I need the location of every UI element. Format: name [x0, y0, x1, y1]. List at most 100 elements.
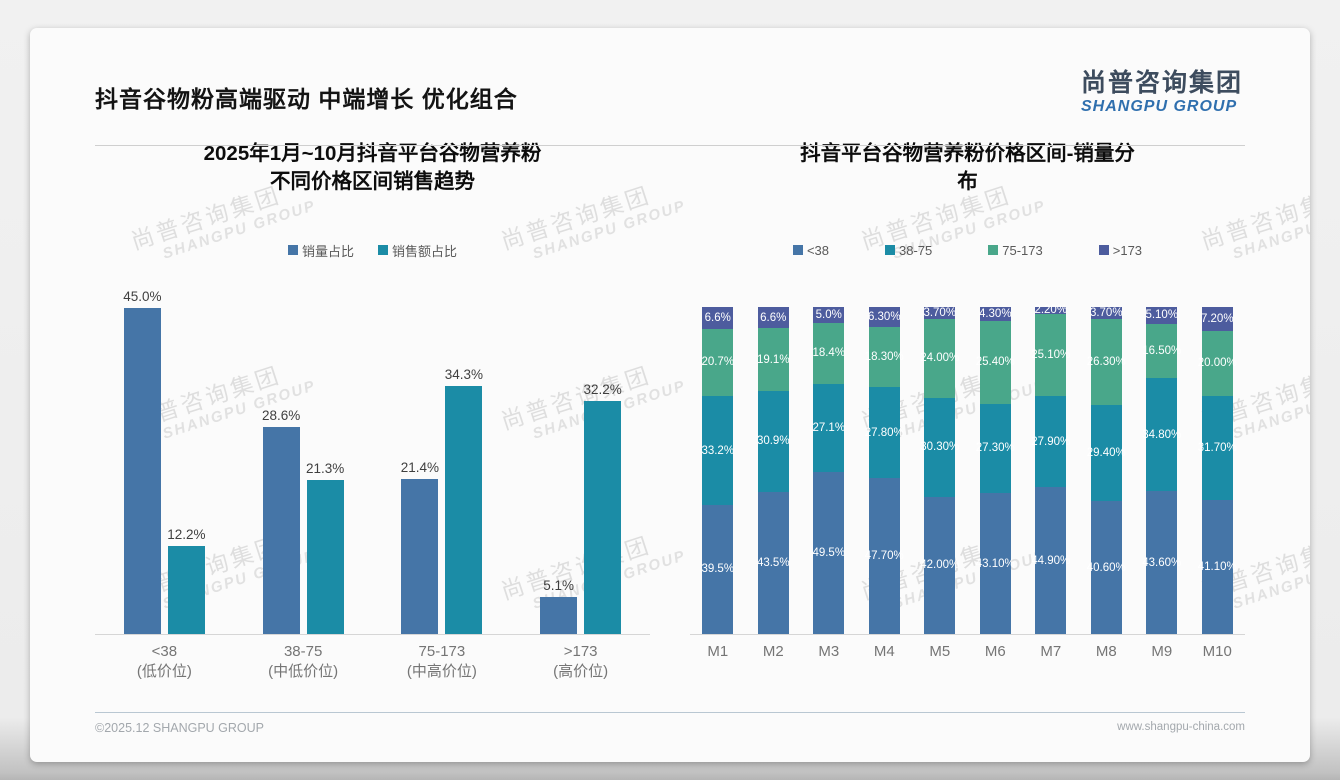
segment-value-label: 30.30%: [920, 441, 960, 454]
legend-label: 75-173: [1002, 242, 1043, 258]
bar-segment: 41.10%: [1198, 499, 1237, 634]
bar-segment: 33.2%: [701, 396, 735, 505]
stacked-bar-column: 39.5% 33.2% 20.7% 6.6%: [690, 306, 746, 634]
segment-value-label: 33.2%: [701, 444, 735, 457]
stacked-bar-column: 47.70% 27.80% 18.30% 6.30%: [857, 306, 913, 634]
right-chart-bars: 39.5% 33.2% 20.7% 6.6% 43.5% 30.9% 19.1% 6.6% 49…: [690, 304, 1245, 634]
bar-with-label: 21.3%: [305, 460, 345, 634]
bar-value-label: 21.3%: [305, 460, 345, 476]
right-chart-title-line1: 抖音平台谷物营养粉价格区间-销量分: [800, 142, 1135, 165]
bar-segment: 47.70%: [865, 478, 904, 634]
category-label: 75-173 (中高价位): [373, 642, 512, 683]
category-label: <38 (低价位): [95, 642, 234, 683]
header: 抖音谷物粉高端驱动 中端增长 优化组合 尚普咨询集团 SHANGPU GROUP: [95, 68, 1245, 146]
segment-value-label: 25.10%: [1031, 348, 1071, 361]
bar-segment: 18.4%: [812, 323, 846, 384]
bar-segment: 2.20%: [1034, 304, 1067, 316]
left-chart-category-axis: <38 (低价位) 38-75 (中低价位) 75-173 (中高价位) >173 (高价位): [95, 642, 650, 683]
segment-value-label: 43.60%: [1142, 556, 1182, 569]
bar: [401, 479, 439, 634]
month-label: M4: [873, 643, 895, 660]
bar-segment: 29.40%: [1087, 405, 1126, 502]
legend-item: 销售额占比: [378, 241, 457, 260]
stacked-bar: 41.10% 31.70% 20.00% 7.20%: [1198, 307, 1237, 634]
bar-with-label: 12.2%: [167, 526, 206, 634]
segment-value-label: 5.0%: [815, 309, 842, 322]
company-logo: 尚普咨询集团 SHANGPU GROUP: [1080, 69, 1243, 116]
bar-segment: 25.10%: [1031, 313, 1070, 397]
segment-value-label: 5.10%: [1145, 309, 1179, 322]
stacked-bar: 43.5% 30.9% 19.1% 6.6%: [756, 306, 790, 634]
segment-value-label: 43.10%: [975, 557, 1015, 570]
stacked-bar: 49.5% 27.1% 18.4% 5.0%: [812, 306, 846, 634]
left-chart-legend: 销量占比 销售额占比: [95, 241, 650, 260]
segment-value-label: 43.5%: [756, 556, 790, 569]
segment-value-label: 39.5%: [701, 563, 735, 576]
left-chart-panel: 2025年1月~10月抖音平台谷物营养粉 不同价格区间销售趋势 销量占比 销售额占…: [95, 140, 650, 683]
segment-value-label: 27.80%: [864, 426, 904, 439]
bar: [123, 308, 161, 634]
segment-value-label: 30.9%: [756, 435, 790, 448]
bar-segment: 27.30%: [976, 403, 1015, 494]
bar-segment: 27.80%: [865, 387, 904, 478]
bar-segment: 31.70%: [1198, 395, 1237, 500]
category-label-tier: (低价位): [136, 663, 192, 681]
logo-chinese-text: 尚普咨询集团: [1080, 69, 1243, 97]
stacked-bar: 40.60% 29.40% 26.30% 3.70%: [1087, 307, 1126, 634]
bar: [262, 426, 300, 634]
bar-segment: 6.6%: [757, 306, 789, 329]
legend-item: 销量占比: [287, 241, 354, 260]
stacked-bar-column: 40.60% 29.40% 26.30% 3.70%: [1079, 307, 1135, 634]
bar-segment: 5.10%: [1145, 306, 1179, 324]
right-chart-legend: <38 38-75 75-173 >173: [690, 242, 1245, 258]
bar-group: 5.1% 32.2%: [511, 382, 650, 634]
stacked-bar-column: 43.5% 30.9% 19.1% 6.6%: [746, 306, 802, 634]
bar-with-label: 45.0%: [123, 289, 162, 634]
right-chart-title-line2: 布: [957, 170, 978, 194]
segment-value-label: 44.90%: [1031, 554, 1071, 567]
category-label: >173 (高价位): [511, 642, 650, 683]
month-label: M10: [1202, 643, 1232, 660]
bar-segment: 39.5%: [701, 504, 735, 634]
bar-value-label: 45.0%: [123, 289, 162, 304]
bar-segment: 42.00%: [920, 496, 959, 634]
bar-segment: 6.6%: [702, 306, 734, 329]
segment-value-label: 18.30%: [864, 351, 904, 364]
legend-item: 75-173: [988, 242, 1043, 258]
right-chart-category-axis: M1 M2 M3 M4 M5 M6 M7 M8 M9 M10: [690, 643, 1245, 660]
category-label-range: 38-75: [283, 643, 323, 660]
segment-value-label: 20.7%: [701, 356, 735, 369]
segment-value-label: 3.70%: [923, 307, 957, 320]
category-label-tier: (高价位): [553, 663, 609, 681]
segment-value-label: 16.50%: [1142, 344, 1182, 357]
legend-swatch: [988, 245, 999, 255]
bar-segment: 19.1%: [757, 328, 790, 391]
category-label-tier: (中高价位): [406, 663, 477, 681]
legend-label: 38-75: [899, 242, 933, 258]
segment-value-label: 6.30%: [867, 311, 901, 324]
legend-label: 销量占比: [301, 243, 354, 259]
bar-value-label: 32.2%: [583, 381, 622, 397]
bar-segment: 3.70%: [1090, 307, 1123, 320]
segment-value-label: 34.80%: [1142, 428, 1182, 441]
left-chart-title-line2: 不同价格区间销售趋势: [270, 170, 475, 194]
bar-group: 28.6% 21.3%: [234, 408, 373, 634]
charts-row: 2025年1月~10月抖音平台谷物营养粉 不同价格区间销售趋势 销量占比 销售额占…: [95, 140, 1245, 683]
stacked-bar: 47.70% 27.80% 18.30% 6.30%: [865, 306, 904, 634]
right-chart-panel: 抖音平台谷物营养粉价格区间-销量分 布 <38 38-75 75-173 >173 3…: [690, 140, 1245, 683]
month-label: M7: [1040, 643, 1062, 660]
bar-segment: 5.0%: [813, 306, 845, 324]
bar-value-label: 12.2%: [167, 526, 206, 542]
logo-english-text: SHANGPU GROUP: [1080, 97, 1238, 115]
bar-segment: 43.10%: [976, 493, 1015, 634]
bar-segment: 20.00%: [1198, 330, 1237, 396]
segment-value-label: 27.90%: [1031, 435, 1071, 448]
bar-segment: 43.5%: [756, 491, 790, 634]
bar-segment: 6.30%: [867, 306, 901, 328]
month-label: M1: [707, 643, 729, 660]
segment-value-label: 4.30%: [978, 307, 1012, 320]
segment-value-label: 18.4%: [812, 347, 846, 360]
legend-label: <38: [806, 242, 830, 258]
segment-value-label: 27.1%: [812, 421, 846, 434]
category-label-range: 75-173: [418, 643, 466, 660]
